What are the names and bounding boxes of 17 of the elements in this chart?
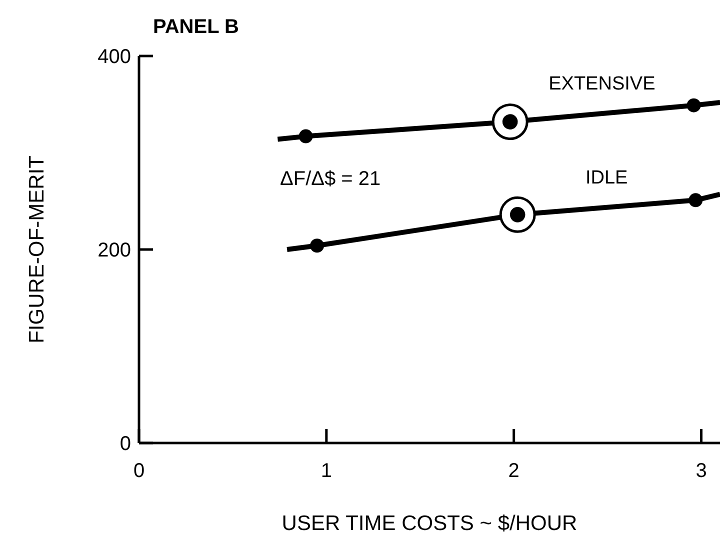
x-tick-label: 0: [133, 460, 145, 482]
series-label: EXTENSIVE: [548, 74, 656, 95]
x-axis-title: USER TIME COSTS ~ $/HOUR: [282, 512, 578, 535]
y-tick-label: 400: [98, 46, 131, 68]
point: [686, 98, 701, 112]
chart-title: PANEL B: [153, 16, 239, 39]
y-tick-label: 0: [120, 433, 131, 456]
x-tick-label: 3: [696, 460, 707, 482]
point: [298, 129, 313, 144]
x-tick-label: 2: [508, 460, 520, 482]
series-label: IDLE: [585, 167, 628, 188]
point: [310, 238, 324, 253]
y-tick-label: 200: [98, 240, 131, 262]
y-axis-title: FIGURE-OF-MERIT: [25, 155, 48, 344]
annotation: ΔF/Δ$ = 21: [280, 168, 381, 191]
point: [688, 193, 703, 208]
x-tick-label: 1: [320, 460, 332, 482]
